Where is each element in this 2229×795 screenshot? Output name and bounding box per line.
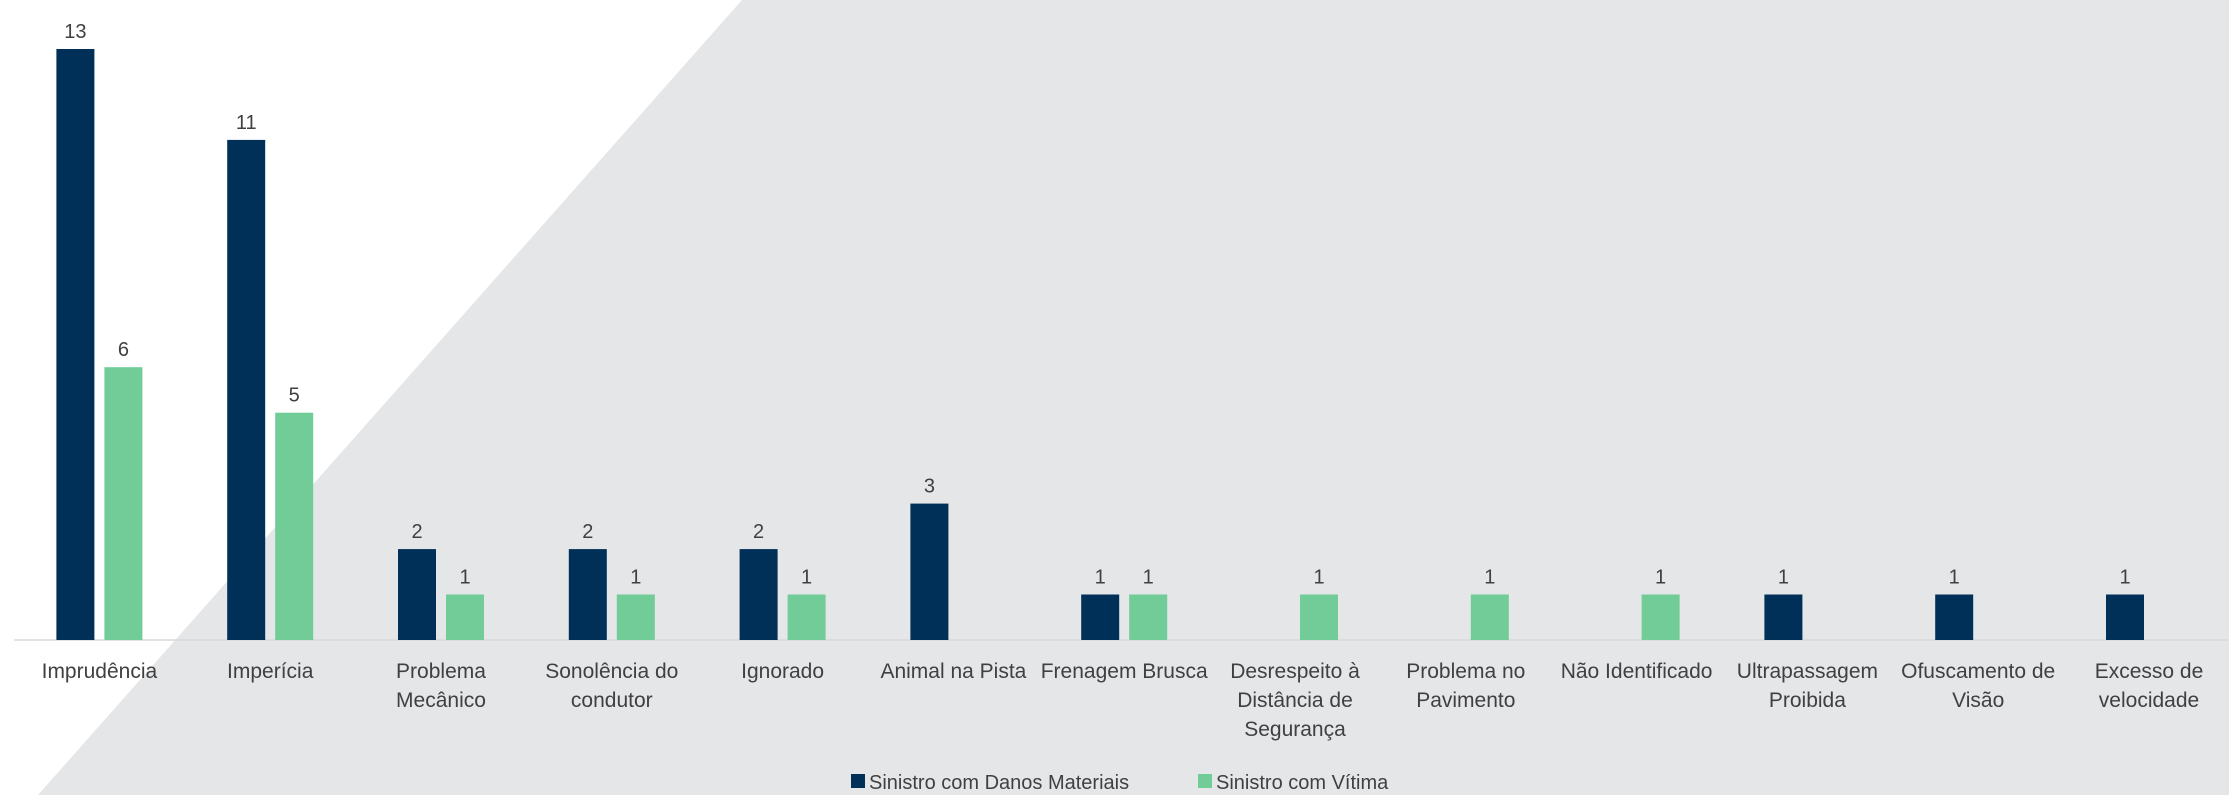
data-label-danos-1: 11 xyxy=(236,112,257,134)
category-label-line: Não Identificado xyxy=(1561,660,1713,683)
bar-danos-5 xyxy=(910,503,949,640)
category-label-line: Excesso de xyxy=(2095,660,2204,683)
category-label-line: Sonolência do xyxy=(545,660,678,683)
data-label-danos-10: 1 xyxy=(1778,567,1789,589)
bar-danos-4 xyxy=(739,549,778,640)
bar-danos-0 xyxy=(56,49,95,640)
bar-vitima-0 xyxy=(104,367,143,640)
legend-swatch-danos xyxy=(851,774,865,788)
category-labels-layer: Imprudência Imperícia Problema Mecânico Sono… xyxy=(42,660,2204,741)
bar-danos-11 xyxy=(1935,594,1974,640)
category-label-line: Problema no xyxy=(1406,660,1525,683)
category-label-6: Frenagem Brusca xyxy=(1041,660,1208,683)
data-label-vitima-7: 1 xyxy=(1313,567,1324,589)
data-label-vitima-4: 1 xyxy=(801,567,812,589)
category-label-3: Sonolência do condutor xyxy=(545,660,678,712)
legend: Sinistro com Danos Materiais Sinistro co… xyxy=(851,772,1389,794)
category-label-12: Excesso de velocidade xyxy=(2095,660,2204,712)
category-label-line: Mecânico xyxy=(396,689,486,712)
bar-danos-6 xyxy=(1081,594,1120,640)
bar-vitima-7 xyxy=(1300,594,1338,640)
category-label-line: Distância de xyxy=(1237,689,1353,712)
data-label-danos-11: 1 xyxy=(1949,567,1960,589)
category-label-10: Ultrapassagem Proibida xyxy=(1737,660,1878,712)
data-label-danos-2: 2 xyxy=(411,521,422,543)
category-label-5: Animal na Pista xyxy=(880,660,1026,683)
category-label-line: Imprudência xyxy=(42,660,158,683)
data-label-vitima-1: 5 xyxy=(289,385,300,407)
data-label-vitima-9: 1 xyxy=(1655,567,1666,589)
bar-vitima-6 xyxy=(1129,594,1168,640)
bar-vitima-1 xyxy=(275,412,314,640)
bar-danos-12 xyxy=(2106,594,2144,640)
category-label-2: Problema Mecânico xyxy=(396,660,486,712)
data-label-vitima-3: 1 xyxy=(630,567,641,589)
data-label-danos-6: 1 xyxy=(1095,567,1106,589)
data-label-vitima-8: 1 xyxy=(1484,567,1495,589)
bar-vitima-4 xyxy=(787,594,826,640)
category-label-line: velocidade xyxy=(2099,689,2199,712)
bar-vitima-2 xyxy=(446,594,484,640)
data-label-danos-5: 3 xyxy=(924,476,935,498)
data-label-vitima-0: 6 xyxy=(118,339,129,361)
bar-danos-2 xyxy=(398,549,436,640)
category-label-line: condutor xyxy=(571,689,653,712)
category-label-line: Proibida xyxy=(1769,689,1846,712)
legend-swatch-vitima xyxy=(1198,774,1212,788)
bars-layer xyxy=(56,49,2144,640)
category-label-line: Ignorado xyxy=(741,660,824,683)
bar-vitima-9 xyxy=(1641,594,1680,640)
category-label-8: Problema no Pavimento xyxy=(1406,660,1525,712)
category-label-11: Ofuscamento de Visão xyxy=(1901,660,2055,712)
data-label-danos-0: 13 xyxy=(64,21,86,43)
bar-vitima-3 xyxy=(616,594,655,640)
category-label-line: Imperícia xyxy=(227,660,314,683)
bar-danos-3 xyxy=(568,549,607,640)
category-label-line: Animal na Pista xyxy=(880,660,1026,683)
data-label-vitima-2: 1 xyxy=(459,567,470,589)
category-label-line: Problema xyxy=(396,660,486,683)
category-label-line: Ultrapassagem xyxy=(1737,660,1878,683)
category-label-line: Pavimento xyxy=(1416,689,1515,712)
data-label-danos-3: 2 xyxy=(582,521,593,543)
category-label-9: Não Identificado xyxy=(1561,660,1713,683)
bar-danos-10 xyxy=(1764,594,1803,640)
category-label-line: Frenagem Brusca xyxy=(1041,660,1208,683)
bar-vitima-8 xyxy=(1470,594,1509,640)
bar-danos-1 xyxy=(227,139,266,640)
data-label-vitima-6: 1 xyxy=(1143,567,1154,589)
category-label-4: Ignorado xyxy=(741,660,824,683)
category-label-line: Ofuscamento de xyxy=(1901,660,2055,683)
data-label-danos-4: 2 xyxy=(753,521,764,543)
category-label-7: Desrespeito à Distância de Segurança xyxy=(1230,660,1360,741)
data-label-danos-12: 1 xyxy=(2119,567,2130,589)
category-label-1: Imperícia xyxy=(227,660,314,683)
category-label-line: Segurança xyxy=(1244,718,1346,741)
legend-label-danos: Sinistro com Danos Materiais xyxy=(869,772,1129,794)
legend-label-vitima: Sinistro com Vítima xyxy=(1216,772,1389,794)
category-label-0: Imprudência xyxy=(42,660,158,683)
category-label-line: Visão xyxy=(1952,689,2004,712)
category-label-line: Desrespeito à xyxy=(1230,660,1360,683)
